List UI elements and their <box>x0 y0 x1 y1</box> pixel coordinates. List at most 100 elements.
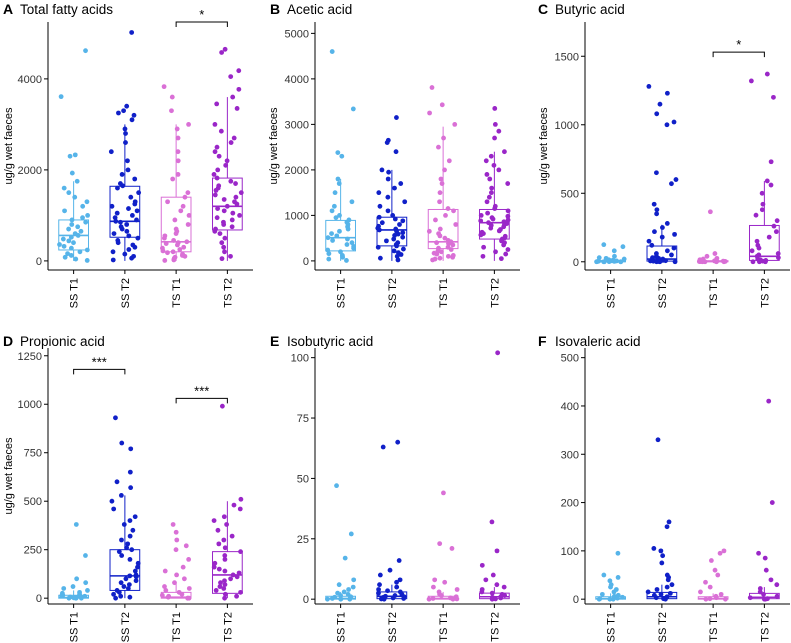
data-point <box>125 158 130 164</box>
panel-label: F <box>538 333 547 349</box>
data-point <box>325 247 331 253</box>
y-tick-label: 500 <box>561 188 579 200</box>
data-point <box>119 553 125 558</box>
data-point <box>438 249 444 255</box>
data-point <box>438 176 444 182</box>
y-tick-label: 400 <box>561 401 579 413</box>
data-point <box>345 236 350 242</box>
data-point <box>607 596 613 602</box>
panel-title: Butyric acid <box>555 2 625 17</box>
data-point <box>664 90 670 96</box>
data-point <box>120 183 126 189</box>
data-point <box>654 170 659 176</box>
data-point <box>175 158 181 164</box>
data-point <box>135 560 141 566</box>
box <box>160 196 192 253</box>
data-point <box>111 591 116 597</box>
data-point <box>376 587 381 592</box>
data-point <box>698 589 703 595</box>
box <box>212 177 243 231</box>
data-point <box>400 230 406 236</box>
data-point <box>170 176 176 182</box>
data-point <box>768 159 774 165</box>
data-point <box>505 208 511 214</box>
data-point <box>492 106 498 111</box>
y-tick-label: 2000 <box>18 165 42 177</box>
data-point <box>179 591 185 597</box>
panel-label: A <box>3 1 13 17</box>
data-point <box>762 259 768 265</box>
data-point <box>426 596 432 602</box>
data-point <box>131 112 137 118</box>
data-point <box>66 226 72 232</box>
x-tick-label: SS T1 <box>336 278 348 308</box>
data-point <box>174 537 180 543</box>
data-point <box>479 562 485 568</box>
data-point <box>437 233 443 239</box>
panel-title: Isovaleric acid <box>555 334 641 349</box>
data-point <box>122 126 128 132</box>
data-point <box>484 199 490 205</box>
data-point <box>430 596 436 601</box>
data-point <box>700 259 705 265</box>
data-point <box>125 167 131 173</box>
data-point <box>171 257 177 263</box>
data-point <box>170 249 176 255</box>
data-point <box>434 240 440 246</box>
data-point <box>212 560 218 566</box>
data-point <box>216 541 222 547</box>
data-point <box>234 593 239 599</box>
data-point <box>620 594 625 600</box>
data-point <box>110 257 116 263</box>
data-point <box>112 215 118 221</box>
data-point <box>162 258 168 263</box>
data-point <box>66 238 72 244</box>
data-point <box>443 212 448 218</box>
y-tick-label: 5000 <box>285 28 309 40</box>
data-point <box>649 242 655 248</box>
data-point <box>212 121 218 127</box>
data-point <box>161 235 167 241</box>
significance-label: * <box>736 37 741 52</box>
data-point <box>654 111 660 117</box>
data-point <box>214 101 220 107</box>
data-point <box>228 253 233 259</box>
y-tick-label: 0 <box>573 257 579 269</box>
data-point <box>611 589 617 595</box>
data-point <box>646 83 652 89</box>
data-point <box>385 176 391 182</box>
data-point <box>611 258 617 264</box>
data-point <box>402 199 408 205</box>
data-point <box>215 167 221 173</box>
data-point <box>721 548 727 554</box>
data-point <box>123 131 128 136</box>
data-point <box>611 248 617 254</box>
data-point <box>401 596 407 601</box>
data-point <box>69 222 75 227</box>
data-point <box>707 584 713 590</box>
data-point <box>221 537 227 543</box>
significance-bracket <box>175 21 228 27</box>
data-point <box>488 225 494 231</box>
data-point <box>335 176 341 182</box>
data-point <box>657 101 663 107</box>
data-point <box>212 228 218 234</box>
data-point <box>664 221 670 226</box>
data-point <box>449 546 455 551</box>
data-point <box>480 253 486 259</box>
data-point <box>496 167 502 173</box>
data-point <box>80 215 85 221</box>
data-point <box>163 241 169 247</box>
data-point <box>439 102 445 108</box>
data-point <box>212 192 218 198</box>
panel-title: Isobutyric acid <box>287 334 373 349</box>
data-point <box>501 224 507 230</box>
x-tick-label: SS T2 <box>387 612 399 642</box>
data-point <box>222 568 228 574</box>
data-point <box>68 234 74 240</box>
data-point <box>646 238 652 244</box>
data-point <box>492 206 498 211</box>
data-point <box>159 592 165 598</box>
data-point <box>390 212 396 218</box>
